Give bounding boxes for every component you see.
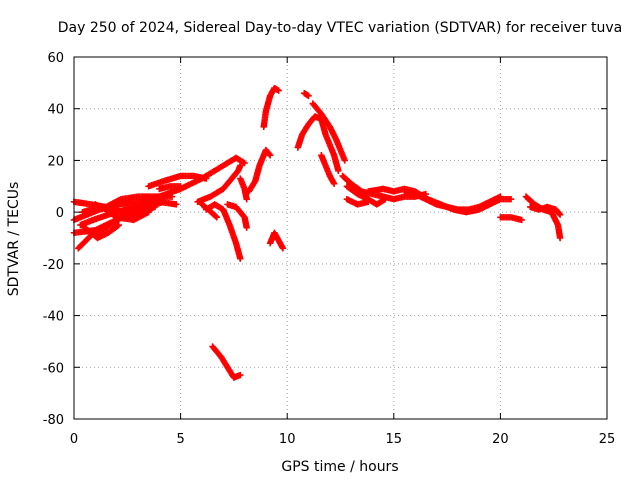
y-tick-label: -20 [43, 258, 64, 273]
data-point [237, 371, 244, 379]
data-point [243, 196, 250, 203]
data-point [341, 157, 348, 164]
data-point [177, 183, 184, 190]
data-point [556, 210, 563, 217]
data-point [507, 196, 515, 203]
x-tick-label: 10 [279, 432, 296, 447]
data-track-19 [266, 229, 287, 252]
data-track-18 [260, 84, 282, 131]
data-point [305, 92, 312, 99]
data-track-28 [401, 188, 504, 213]
plot-frame [73, 56, 608, 420]
data-track-20 [301, 90, 312, 99]
x-tick-label: 15 [386, 432, 403, 447]
data-track-30 [522, 193, 564, 242]
data-point [213, 214, 221, 221]
data-point [202, 175, 210, 182]
data-point [335, 167, 342, 174]
data-point [518, 216, 525, 224]
data-track-15 [245, 146, 274, 195]
data-point [556, 211, 564, 218]
data-track-17 [209, 343, 244, 381]
x-tick-label: 0 [70, 432, 78, 447]
data-point [266, 151, 273, 158]
y-tick-label: 40 [47, 103, 64, 118]
y-tick-label: 0 [56, 206, 64, 221]
data-track-7 [92, 201, 152, 224]
data-point [173, 201, 180, 208]
data-point [275, 87, 282, 94]
y-tick-label: 60 [47, 51, 64, 66]
data-point [212, 213, 219, 220]
x-axis-label: GPS time / hours [281, 459, 398, 475]
data-track-11 [156, 183, 184, 193]
data-track-8 [81, 221, 122, 242]
data-point [145, 208, 152, 216]
data-track-22 [309, 100, 348, 164]
x-tick-label: 5 [176, 432, 184, 447]
data-track-13 [198, 201, 221, 221]
data-point [497, 193, 504, 200]
data-point [115, 221, 122, 229]
data-track-16 [237, 175, 250, 203]
data-point [243, 224, 250, 231]
data-point [279, 245, 287, 252]
data-track-14 [224, 201, 250, 231]
y-tick-label: -60 [43, 361, 64, 376]
chart-title: Day 250 of 2024, Sidereal Day-to-day VTE… [58, 20, 622, 36]
data-track-21 [294, 113, 342, 174]
y-axis-label: SDTVAR / TECUs [6, 182, 22, 297]
data-point [237, 162, 244, 169]
data-point [365, 198, 372, 205]
x-tick-label: 25 [599, 432, 616, 447]
data-point [330, 180, 338, 187]
data-point [114, 222, 121, 230]
y-tick-label: -80 [43, 413, 64, 428]
data-track-27 [343, 196, 372, 208]
y-tick-label: -40 [43, 310, 64, 325]
data-track-31 [527, 203, 564, 218]
x-tick-label: 20 [492, 432, 509, 447]
data-point [168, 193, 176, 200]
data-point [382, 196, 389, 203]
data-point [241, 159, 248, 167]
data-track-9 [145, 172, 210, 190]
data-point [556, 234, 564, 242]
axis-ticks: 0 5 10 15 20 25 -80 -60 -40 -20 0 20 40 60 [43, 51, 616, 447]
data-point [237, 255, 244, 262]
data-track-6 [77, 198, 180, 229]
y-tick-label: 20 [47, 154, 64, 169]
data-track-23 [318, 152, 338, 187]
data-points [70, 84, 564, 381]
data-point [266, 152, 274, 159]
data-track-29 [497, 214, 525, 224]
data-track-10 [194, 162, 244, 205]
grid-lines [74, 57, 607, 419]
